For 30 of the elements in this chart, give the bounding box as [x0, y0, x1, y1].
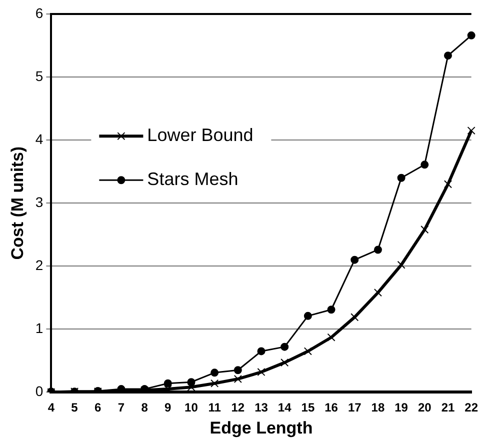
y-axis-title: Cost (M units): [8, 146, 27, 260]
x-tick-label: 5: [71, 400, 78, 415]
legend-label: Lower Bound: [147, 125, 254, 146]
x-tick-label: 13: [254, 400, 268, 415]
x-tick-label: 14: [278, 400, 292, 415]
y-tick-label: 1: [35, 320, 44, 336]
x-tick-label: 16: [324, 400, 338, 415]
y-tick-label: 4: [35, 130, 44, 147]
x-tick-label: 18: [371, 400, 385, 415]
y-tick-label: 2: [35, 256, 44, 273]
y-tick-label: 6: [35, 4, 44, 21]
x-tick-label: 19: [394, 400, 408, 415]
x-tick-label: 22: [464, 400, 478, 415]
legend-label: Stars Mesh: [147, 169, 238, 190]
x-tick-label: 17: [348, 400, 362, 415]
x-tick-label: 10: [184, 400, 198, 415]
x-tick-label: 8: [141, 400, 148, 415]
x-tick-label: 20: [418, 400, 432, 415]
x-tick-label: 6: [94, 400, 102, 415]
x-tick-label: 21: [441, 400, 455, 415]
x-tick-label: 12: [231, 400, 245, 415]
x-tick-label: 4: [48, 400, 55, 415]
x-tick-label: 9: [164, 400, 172, 415]
x-tick-label: 11: [208, 400, 222, 415]
x-tick-label: 15: [301, 400, 315, 415]
y-tick-label: 5: [35, 68, 44, 84]
x-tick-label: 7: [118, 400, 125, 415]
x-axis-title: Edge Length: [210, 418, 313, 438]
y-tick-label: 3: [35, 194, 44, 210]
y-tick-label: 0: [35, 383, 44, 400]
